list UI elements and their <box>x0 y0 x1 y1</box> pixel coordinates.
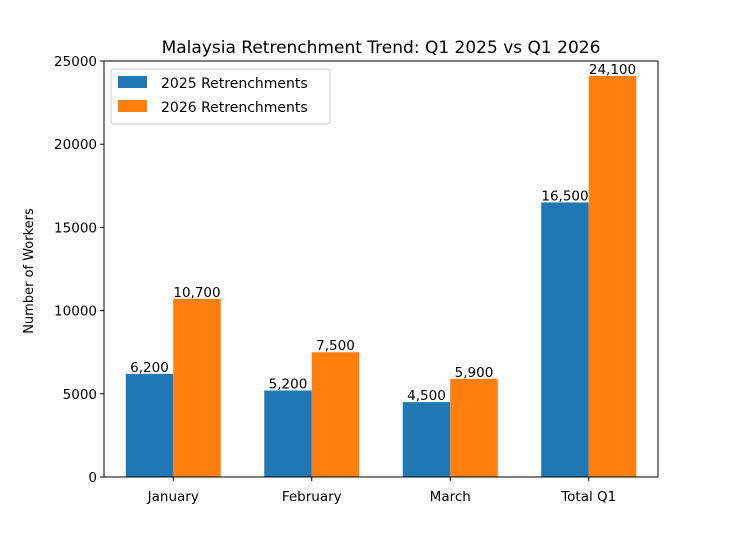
plot-area: 6,200 10,700 January 5,200 7,500 February 4,50… <box>54 54 659 505</box>
legend-label-2026: 2026 Retrenchments <box>161 100 308 116</box>
bar-february-2026 <box>311 352 360 477</box>
data-label: 4,500 <box>407 388 446 404</box>
data-label: 7,500 <box>316 338 355 354</box>
chart-title: Malaysia Retrenchment Trend: Q1 2025 vs … <box>162 38 601 58</box>
bar-total-q1-2025 <box>541 202 589 477</box>
data-label: 24,100 <box>589 62 636 78</box>
data-label: 6,200 <box>130 360 169 376</box>
data-label: 5,900 <box>455 365 494 381</box>
legend-frame <box>110 68 331 125</box>
y-tick-label: 15000 <box>54 220 97 236</box>
bar-total-q1-2026 <box>588 75 637 477</box>
y-tick-label: 20000 <box>54 137 97 153</box>
data-label: 10,700 <box>173 285 220 301</box>
legend-swatch-2026 <box>118 100 147 112</box>
x-tick-label: March <box>430 489 471 505</box>
bar-january-2026 <box>173 298 221 477</box>
y-tick-label: 10000 <box>54 304 97 320</box>
y-axis-label: Number of Workers <box>22 208 37 334</box>
legend-label-2025: 2025 Retrenchments <box>161 76 308 92</box>
y-tick-label: 0 <box>88 470 97 486</box>
legend: 2025 Retrenchments 2026 Retrenchments <box>110 68 331 125</box>
axes-frame <box>103 60 659 478</box>
bar-january-2025 <box>125 373 174 477</box>
y-tick-label: 5000 <box>63 387 97 403</box>
data-label: 16,500 <box>541 188 588 204</box>
bar-march-2026 <box>450 378 498 477</box>
legend-swatch-2025 <box>118 76 147 88</box>
x-tick-label: February <box>282 489 342 505</box>
x-tick-label: Total Q1 <box>560 489 616 505</box>
bar-march-2025 <box>402 402 451 477</box>
x-tick-label: January <box>147 489 199 505</box>
data-label: 5,200 <box>269 376 308 392</box>
y-tick-label: 25000 <box>54 54 97 70</box>
bar-february-2025 <box>264 390 312 477</box>
